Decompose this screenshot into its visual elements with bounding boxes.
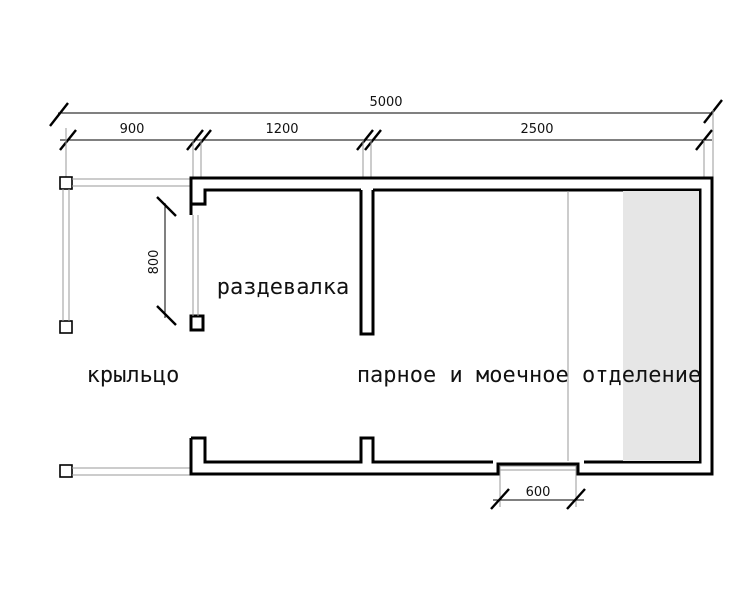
dim-label-steam: 2500 [520,122,553,137]
steam-room-bench [623,191,699,461]
room-label-changing: раздевалка [217,275,349,300]
dimension-lines: 5000 900 1200 2500 800 600 [49,95,723,510]
porch-post-top [59,176,73,190]
doorjamb-bottom [189,314,205,332]
porch: крыльцо [59,176,191,478]
dim-tick-800-bottom [156,305,177,326]
dim-tick-seg-1a [186,129,204,151]
dim-label-800: 800 [147,250,162,275]
dim-tick-600-right [566,488,586,510]
dim-tick-seg-1b [194,129,212,151]
walls [189,176,714,476]
porch-post-middle [59,320,73,334]
outer-wall [189,176,714,476]
partition-wall [359,190,375,336]
room-label-porch: крыльцо [87,363,180,388]
dim-label-porch: 900 [120,122,145,137]
porch-post-bottom [59,464,73,478]
outer-wall-inner-bottom [191,436,493,464]
dim-label-total: 5000 [369,95,402,110]
steam-room: парное и моечное отделение [357,191,701,461]
dim-tick-800-top [156,196,177,217]
dim-tick-seg-0 [59,129,77,151]
dim-tick-600-left [490,488,510,510]
changing-room: раздевалка [217,275,349,300]
dim-label-600: 600 [526,485,551,500]
outer-wall-inner-top [203,188,702,464]
room-label-steam-wash: парное и моечное отделение [357,363,701,388]
dim-tick-seg-2b [364,129,382,151]
dim-tick-total-left [49,102,69,127]
dim-label-changing: 1200 [265,122,298,137]
dim-tick-seg-2a [356,129,374,151]
